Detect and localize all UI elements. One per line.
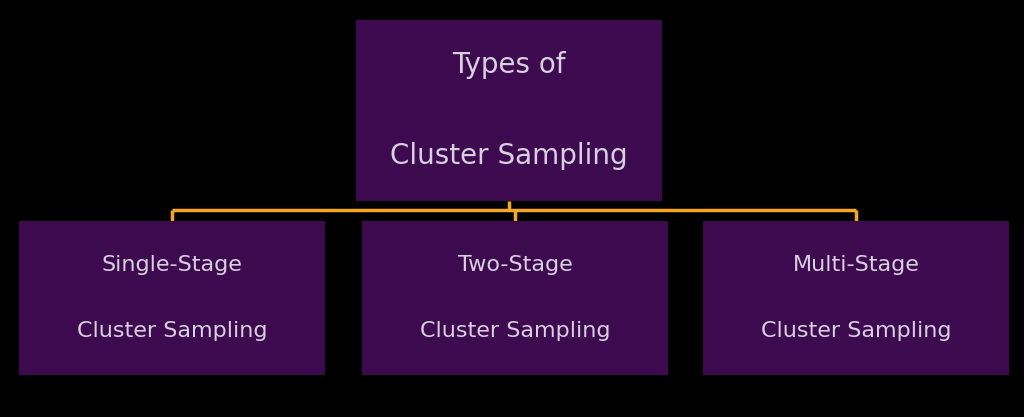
- FancyBboxPatch shape: [19, 221, 325, 375]
- FancyBboxPatch shape: [362, 221, 668, 375]
- Text: Two-Stage

Cluster Sampling: Two-Stage Cluster Sampling: [420, 255, 610, 341]
- FancyBboxPatch shape: [703, 221, 1009, 375]
- Text: Multi-Stage

Cluster Sampling: Multi-Stage Cluster Sampling: [761, 255, 951, 341]
- Text: Types of

Cluster Sampling: Types of Cluster Sampling: [390, 51, 628, 170]
- Text: Single-Stage

Cluster Sampling: Single-Stage Cluster Sampling: [77, 255, 267, 341]
- FancyBboxPatch shape: [356, 20, 662, 201]
